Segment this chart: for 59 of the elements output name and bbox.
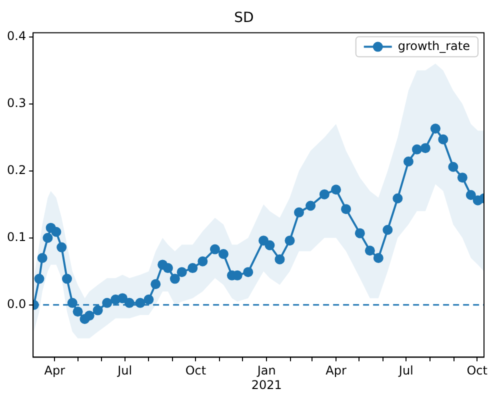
point (354, 228, 365, 238)
point (457, 172, 468, 183)
point (92, 305, 103, 316)
point (170, 274, 180, 284)
point (124, 298, 134, 308)
x-tick-label: Oct (466, 364, 488, 378)
y-tick-label: 0.3 (6, 96, 26, 110)
point (117, 293, 128, 304)
x-tick-label: Jul (116, 364, 132, 378)
x-tick-label: Apr (44, 364, 66, 378)
point (430, 124, 440, 134)
point (274, 254, 285, 264)
point (331, 184, 342, 195)
x-tick-label: Jan 2021 (251, 364, 282, 392)
point (412, 144, 422, 154)
point (243, 267, 254, 278)
y-tick-label: 0.1 (6, 230, 26, 244)
point (466, 190, 476, 200)
point (392, 193, 403, 204)
point (144, 294, 154, 305)
x-tick-label: Oct (185, 364, 206, 378)
chart-title: SD (234, 10, 254, 26)
point (51, 226, 62, 237)
point (264, 240, 275, 250)
point (382, 224, 393, 235)
point (67, 298, 78, 308)
point (364, 246, 375, 256)
point (319, 189, 330, 200)
point (188, 263, 198, 274)
legend-label: growth_rate (398, 38, 470, 53)
point (56, 242, 67, 252)
point (135, 298, 146, 308)
x-tick-label: Jul (398, 364, 414, 378)
point (102, 298, 112, 308)
point (176, 267, 187, 278)
point (150, 279, 161, 290)
point (37, 253, 48, 264)
x-tick-label: Apr (326, 364, 346, 378)
point (162, 263, 173, 274)
point (34, 274, 44, 284)
y-tick-label: 0.2 (6, 162, 26, 177)
y-tick-label: 0.4 (6, 28, 26, 43)
point (420, 143, 430, 154)
point (218, 248, 228, 259)
point (210, 244, 220, 254)
point (62, 274, 72, 284)
point (448, 162, 458, 172)
point (84, 310, 94, 321)
point (198, 256, 208, 266)
point (72, 306, 83, 317)
y-tick-label: 0.0 (6, 297, 26, 312)
point (341, 204, 352, 214)
point (306, 200, 316, 211)
point (284, 236, 295, 246)
point (403, 156, 414, 166)
point (373, 253, 384, 264)
point (438, 134, 448, 144)
point (42, 232, 53, 243)
point (294, 207, 304, 218)
